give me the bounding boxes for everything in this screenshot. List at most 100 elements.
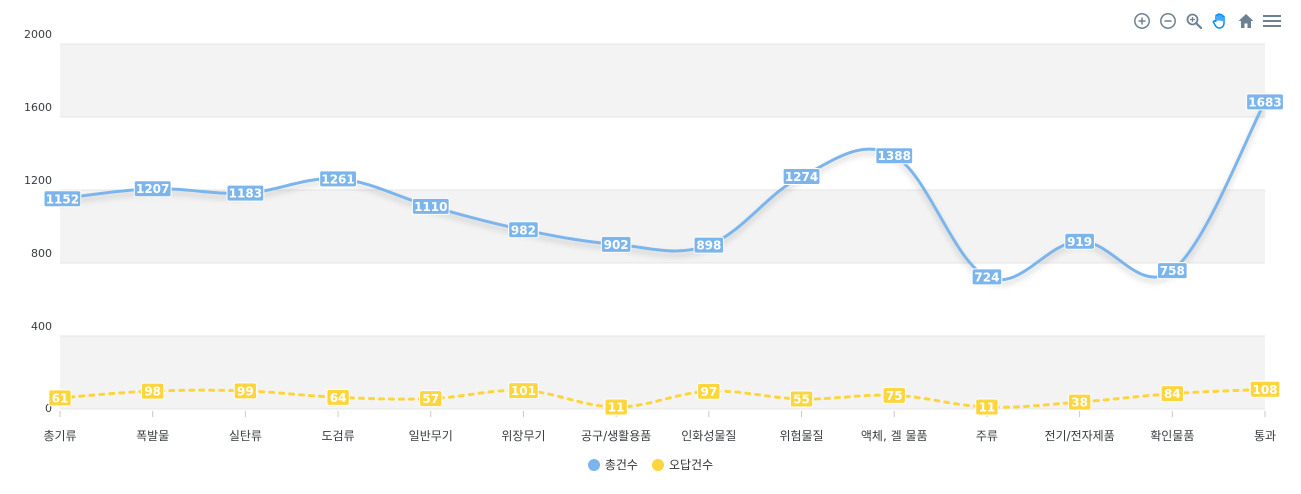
y-tick-label: 800 [31,247,52,260]
legend-item-total[interactable]: 총건수 [587,456,638,473]
pan-hand-icon[interactable] [1209,10,1231,32]
x-tick-label: 액체, 겔 물품 [861,429,928,443]
zoom-out-icon[interactable] [1157,10,1179,32]
data-label-text: 1261 [321,172,354,186]
x-tick-label: 실탄류 [229,429,262,443]
data-label: 1110 [411,197,450,215]
data-label: 1274 [782,167,821,185]
y-tick-label: 0 [45,402,52,415]
data-label: 61 [48,389,72,407]
data-label: 55 [789,390,814,408]
data-label-text: 902 [604,238,629,252]
data-label: 97 [697,382,721,400]
data-label-layer: 1152 1207 1183 1261 1110 982 902 898 1274 1388 724… [43,93,1284,416]
data-label: 758 [1157,262,1188,280]
x-tick-label: 폭발물 [136,429,169,443]
data-label-box [419,390,443,408]
data-label-box [697,382,721,400]
data-label-text: 75 [886,389,903,403]
data-label-text: 1183 [229,187,262,201]
data-label-text: 11 [979,400,996,414]
legend-marker-total [587,458,600,471]
data-label: 11 [975,398,999,416]
axis-layer: 0 400 800 1200 1600 2000 총기류 폭발물 실탄류 도검류 일반무기 위장무기 공… [24,28,1276,443]
data-label: 64 [326,388,350,406]
y-tick-label: 2000 [24,28,52,41]
data-label-text: 99 [237,384,254,398]
data-label-text: 57 [422,392,439,406]
data-label: 98 [140,382,165,400]
data-label-box [508,221,539,239]
data-label: 982 [508,221,539,239]
data-label: 75 [882,386,906,404]
data-label-text: 101 [511,384,536,398]
data-label-box [233,382,258,400]
data-label-box [882,386,906,404]
menu-icon[interactable] [1261,10,1283,32]
data-label-box [1067,393,1092,411]
data-label-text: 1152 [46,192,79,206]
y-tick-label: 400 [31,320,52,333]
x-tick-label: 주류 [976,429,998,443]
data-label: 1683 [1246,93,1284,111]
data-label: 84 [1160,385,1185,403]
data-label-box [1249,380,1281,398]
data-label-box [319,170,357,188]
data-label-box [1246,93,1284,111]
data-label-text: 108 [1252,383,1277,397]
data-label-text: 982 [511,223,536,237]
data-label: 38 [1067,393,1092,411]
grid-band [60,336,1265,409]
data-label: 101 [508,382,539,400]
data-label: 99 [233,382,258,400]
data-label: 1152 [43,190,82,208]
data-label-box [600,235,632,253]
data-label-text: 64 [330,391,347,405]
data-label: 724 [971,268,1003,286]
x-tick-label: 인화성물질 [681,429,736,443]
data-label: 1207 [133,180,172,198]
data-label-box [1157,262,1188,280]
data-label-box [975,398,999,416]
legend-item-wrong[interactable]: 오답건수 [651,456,714,473]
data-label-box [326,388,350,406]
legend-label-total: 총건수 [604,458,638,472]
x-tick-label: 위험물질 [779,429,823,443]
data-label-box [411,197,450,215]
home-icon[interactable] [1235,10,1257,32]
data-label: 57 [419,390,443,408]
data-label-box [133,180,172,198]
data-label-text: 758 [1160,264,1185,278]
data-label: 898 [693,236,725,254]
data-label: 1261 [319,170,357,188]
magnifier-icon[interactable] [1183,10,1205,32]
data-label-box [782,167,821,185]
x-tick-label: 통과 [1254,429,1276,443]
y-tick-label: 1600 [24,101,52,114]
zoom-in-icon[interactable] [1131,10,1153,32]
data-label: 11 [604,398,628,416]
x-tick-label: 위장무기 [501,429,545,443]
data-label-box [43,190,82,208]
legend-label-wrong: 오답건수 [668,458,714,472]
data-label-box [140,382,165,400]
data-label-text: 1207 [136,182,169,196]
data-label-box [226,184,265,202]
data-label-text: 55 [793,392,810,406]
data-label: 1183 [226,184,265,202]
data-label-box [789,390,814,408]
data-label: 1388 [875,147,914,165]
grid-layer [60,43,1265,410]
x-tick-label: 일반무기 [409,429,453,443]
data-label-text: 1683 [1248,95,1281,109]
data-label-text: 1388 [878,149,911,163]
x-tick-label: 도검류 [322,429,355,443]
data-label-box [971,268,1003,286]
x-tick-label: 전기/전자제품 [1044,429,1114,443]
legend-marker-wrong [651,458,664,471]
data-label-text: 98 [144,385,161,399]
chart-toolbar [1131,10,1283,32]
data-label-box [48,389,72,407]
data-label-box [604,398,628,416]
